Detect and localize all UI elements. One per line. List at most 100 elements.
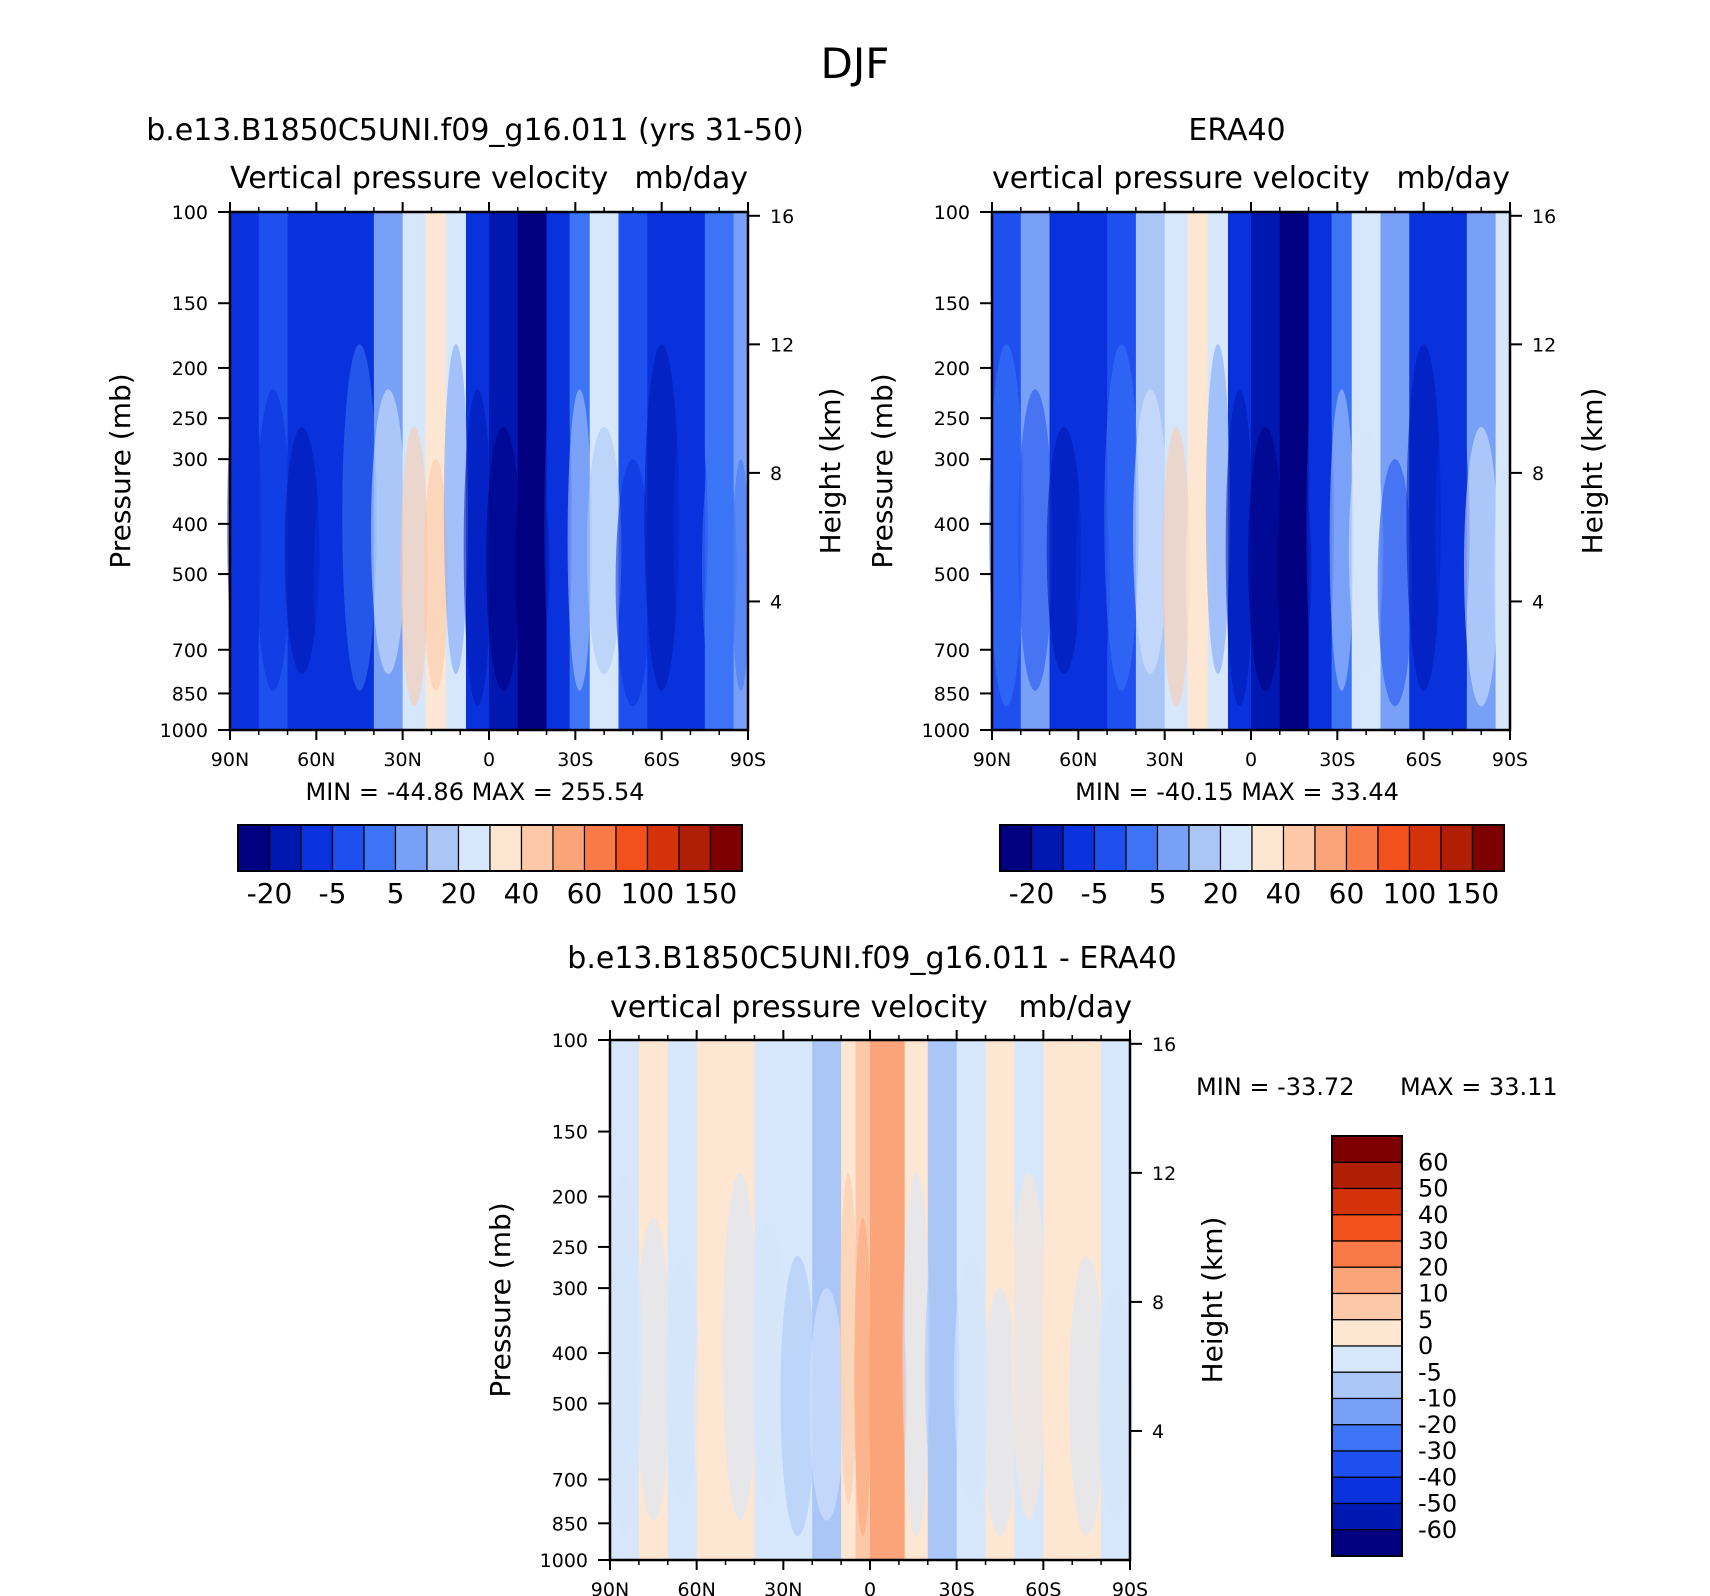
panel-obs-colorbar: -20 -5 5 20 40 60 100 150 bbox=[999, 824, 1505, 910]
contour-core bbox=[615, 459, 651, 707]
y-tick-label: 700 bbox=[934, 640, 970, 662]
contour-core bbox=[644, 344, 679, 691]
panel-model: b.e13.B1850C5UNI.f09_g16.011 (yrs 31-50)… bbox=[104, 113, 847, 910]
x-tick-label: 90S bbox=[730, 749, 766, 771]
y2-tick-label: 4 bbox=[770, 591, 782, 613]
y-tick-label: 700 bbox=[172, 640, 208, 662]
colorbar-swatch bbox=[300, 824, 334, 872]
y-tick-label: 300 bbox=[552, 1278, 588, 1300]
x-tick-label: 0 bbox=[483, 749, 495, 771]
y2-tick-label: 16 bbox=[1532, 206, 1556, 228]
x-tick-label: 90N bbox=[211, 749, 249, 771]
x-tick-label: 60N bbox=[677, 1579, 715, 1596]
colorbar-label: 40 bbox=[1266, 877, 1302, 910]
contour-core bbox=[732, 459, 750, 691]
contour-core bbox=[1046, 426, 1082, 675]
contour-core bbox=[1162, 426, 1190, 707]
colorbar-swatch bbox=[1345, 824, 1379, 872]
y-tick-label: 850 bbox=[172, 683, 208, 705]
y2-tick-label: 16 bbox=[1152, 1034, 1176, 1056]
contour-core bbox=[1494, 459, 1512, 691]
colorbar-swatch bbox=[1188, 824, 1222, 872]
contour-core bbox=[664, 1255, 700, 1504]
colorbar-swatch bbox=[678, 824, 712, 872]
colorbar-swatch bbox=[999, 824, 1033, 872]
x-tick-label: 60N bbox=[297, 749, 335, 771]
y-tick-label: 1000 bbox=[922, 720, 970, 742]
contour-core bbox=[1011, 1172, 1047, 1521]
x-tick-label: 90N bbox=[973, 749, 1011, 771]
contour-core bbox=[1406, 344, 1441, 691]
colorbar-swatch bbox=[709, 824, 743, 872]
panel-model-stats: MIN = -44.86 MAX = 255.54 bbox=[305, 778, 644, 806]
panel-diff-stats-min: MIN = -33.72 bbox=[1196, 1073, 1354, 1101]
contour-core bbox=[882, 1288, 907, 1504]
colorbar-label: -30 bbox=[1418, 1437, 1457, 1465]
contour-core bbox=[673, 389, 708, 675]
y2-tick-label: 8 bbox=[770, 463, 782, 485]
colorbar-label: -5 bbox=[1418, 1358, 1442, 1386]
contour-core bbox=[701, 426, 737, 707]
colorbar-label: 20 bbox=[1418, 1253, 1449, 1281]
colorbar-label: -10 bbox=[1418, 1385, 1457, 1413]
x-tick-label: 90S bbox=[1492, 749, 1528, 771]
colorbar-swatch bbox=[1331, 1214, 1403, 1242]
colorbar-swatch bbox=[1408, 824, 1442, 872]
panel-obs-variable: vertical pressure velocity bbox=[992, 161, 1370, 196]
contour-core bbox=[1069, 1255, 1104, 1537]
x-tick-label: 60S bbox=[1025, 1579, 1061, 1596]
colorbar-swatch bbox=[363, 824, 397, 872]
y-tick-label: 500 bbox=[172, 564, 208, 586]
colorbar-swatch bbox=[1331, 1529, 1403, 1557]
contour-core bbox=[693, 1288, 729, 1537]
colorbar-swatch bbox=[237, 824, 271, 872]
panel-diff-units: mb/day bbox=[1018, 990, 1132, 1025]
y2-tick-label: 12 bbox=[770, 334, 794, 356]
contour-core bbox=[1348, 426, 1384, 675]
colorbar-swatch bbox=[1331, 1319, 1403, 1347]
colorbar-label: -5 bbox=[319, 877, 347, 910]
contour-core bbox=[1463, 426, 1499, 707]
colorbar-swatch bbox=[1331, 1424, 1403, 1452]
x-tick-label: 90N bbox=[591, 1579, 629, 1596]
colorbar-swatch bbox=[615, 824, 649, 872]
x-tick-label: 0 bbox=[1245, 749, 1257, 771]
colorbar-label: 40 bbox=[1418, 1201, 1449, 1229]
y-tick-label: 200 bbox=[934, 358, 970, 380]
y-tick-label: 400 bbox=[172, 514, 208, 536]
colorbar-label: 60 bbox=[567, 877, 603, 910]
panel-diff-variable: vertical pressure velocity bbox=[610, 990, 988, 1025]
y-tick-label: 100 bbox=[172, 202, 208, 224]
panel-obs-units: mb/day bbox=[1396, 161, 1510, 196]
y-axis-label: Pressure (mb) bbox=[866, 373, 899, 568]
contour-core bbox=[1017, 389, 1053, 691]
colorbar-swatch bbox=[1331, 1502, 1403, 1531]
contour-core bbox=[953, 1255, 989, 1504]
x-tick-label: 30S bbox=[939, 1579, 975, 1596]
panel-diff-title: b.e13.B1850C5UNI.f09_g16.011 - ERA40 bbox=[567, 941, 1176, 976]
contour-core bbox=[255, 389, 291, 691]
y-tick-label: 250 bbox=[934, 408, 970, 430]
colorbar-label: 0 bbox=[1418, 1332, 1433, 1360]
colorbar-label: 5 bbox=[387, 877, 405, 910]
colorbar-swatch bbox=[457, 824, 491, 872]
y2-axis-label: Height (km) bbox=[1576, 388, 1609, 555]
contour-core bbox=[809, 1288, 845, 1521]
colorbar-swatch bbox=[1331, 1266, 1403, 1295]
y-tick-label: 150 bbox=[552, 1122, 588, 1144]
contour-core bbox=[1306, 344, 1334, 707]
contour-core bbox=[1435, 389, 1470, 675]
panel-model-plot: 90N 60N 30N 0 30S 60S 90S 100 150 200 250 300 400 500… bbox=[104, 202, 847, 771]
y2-axis-label: Height (km) bbox=[814, 388, 847, 555]
x-tick-label: 60S bbox=[644, 749, 680, 771]
colorbar-label: -20 bbox=[1009, 877, 1055, 910]
x-tick-label: 30N bbox=[764, 1579, 802, 1596]
contour-core bbox=[1185, 459, 1210, 691]
contour-core bbox=[586, 426, 622, 675]
y-tick-label: 200 bbox=[172, 358, 208, 380]
colorbar-swatch bbox=[520, 824, 554, 872]
colorbar-swatch bbox=[1471, 824, 1505, 872]
y2-tick-label: 12 bbox=[1532, 334, 1556, 356]
contour-core bbox=[722, 1172, 758, 1521]
